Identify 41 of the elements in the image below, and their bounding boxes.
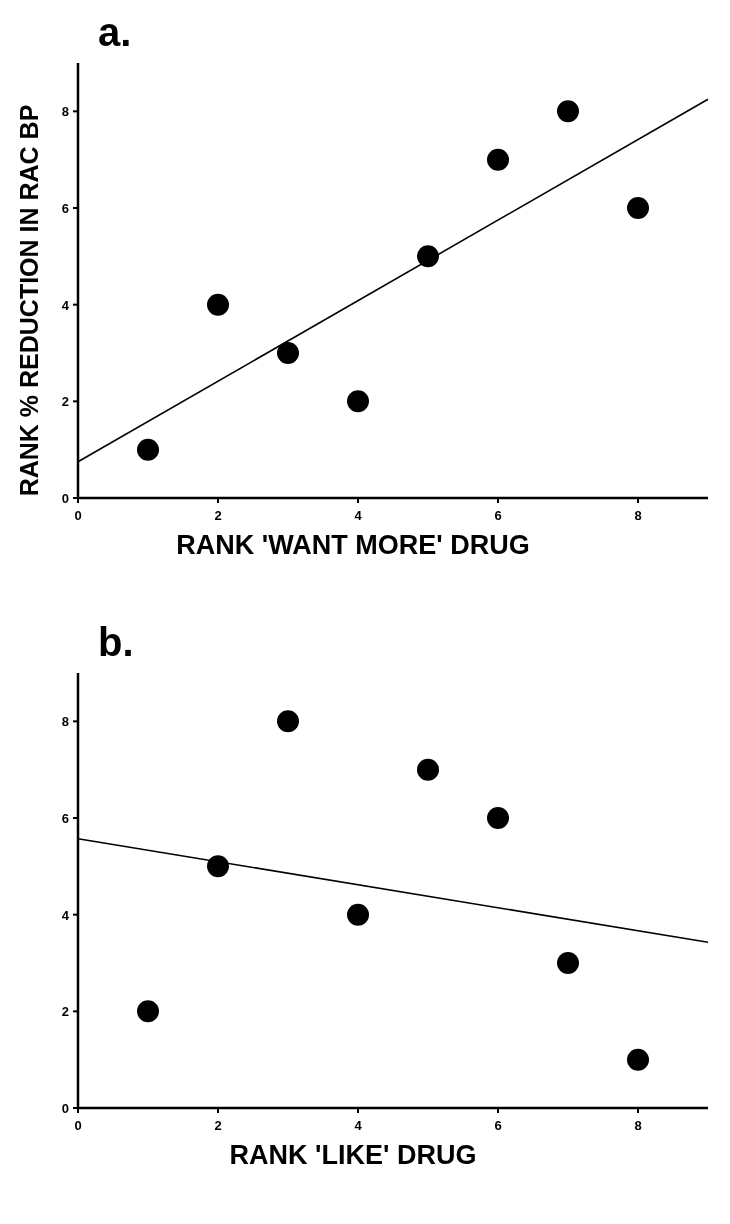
y-tick-label: 6 [61, 811, 69, 826]
x-tick-label: 6 [494, 508, 502, 523]
point [417, 758, 439, 781]
point [347, 903, 369, 926]
point [137, 1000, 159, 1023]
x-axis-title: RANK 'WANT MORE' DRUG [176, 530, 530, 560]
point [207, 855, 229, 878]
x-tick-label: 0 [74, 508, 82, 523]
point [557, 952, 579, 974]
chart-title: a. [98, 10, 132, 54]
x-tick-label: 8 [634, 508, 642, 523]
x-tick-label: 0 [74, 1118, 82, 1133]
y-tick-label: 2 [61, 394, 69, 410]
point [487, 807, 509, 829]
y-tick-label: 0 [61, 1101, 69, 1116]
x-axis-title: RANK 'LIKE' DRUG [229, 1140, 477, 1170]
point [627, 1048, 649, 1071]
point [557, 100, 579, 123]
x-tick-label: 2 [214, 508, 222, 523]
x-tick-label: 8 [634, 1118, 642, 1133]
x-tick-label: 4 [354, 508, 363, 523]
point [277, 342, 299, 364]
y-tick-label: 6 [61, 201, 69, 216]
chart-title: b. [98, 620, 134, 664]
point [277, 710, 299, 733]
x-tick-label: 2 [214, 1118, 222, 1133]
point [627, 197, 649, 219]
point [417, 245, 439, 268]
y-tick-label: 4 [61, 907, 70, 923]
y-tick-label: 0 [61, 491, 69, 506]
y-axis-title: RANK % REDUCTION IN RAC BP [15, 104, 43, 497]
point [207, 293, 229, 316]
y-tick-label: 4 [61, 297, 70, 313]
y-tick-label: 8 [61, 104, 69, 120]
point [487, 148, 509, 171]
x-tick-label: 6 [494, 1118, 502, 1133]
y-tick-label: 2 [61, 1004, 69, 1020]
y-tick-label: 8 [61, 714, 69, 730]
point [347, 390, 369, 413]
point [137, 438, 159, 461]
x-tick-label: 4 [354, 1118, 363, 1133]
